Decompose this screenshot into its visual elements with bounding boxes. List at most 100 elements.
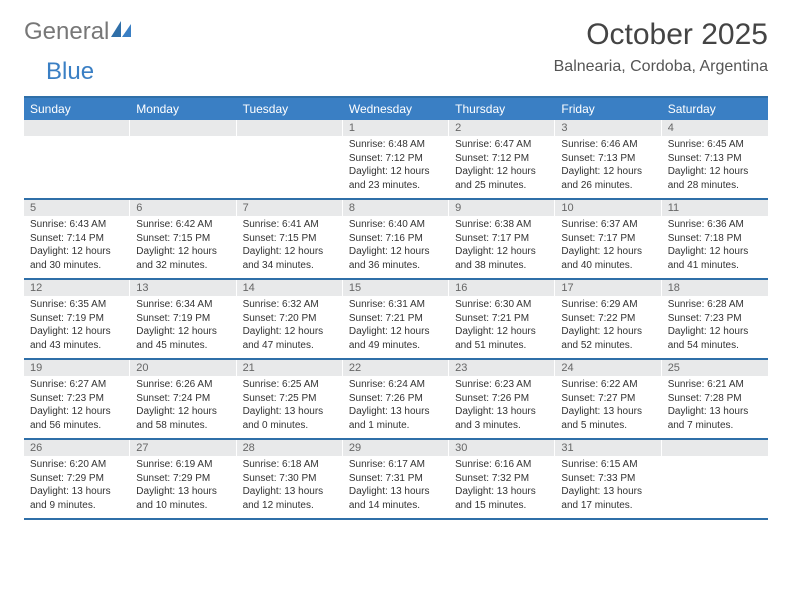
- day-cell: 5Sunrise: 6:43 AMSunset: 7:14 PMDaylight…: [24, 200, 130, 278]
- day-number: 28: [237, 440, 343, 456]
- sunset-text: Sunset: 7:13 PM: [561, 152, 655, 166]
- sunrise-text: Sunrise: 6:15 AM: [561, 458, 655, 472]
- sunrise-text: Sunrise: 6:42 AM: [136, 218, 230, 232]
- sunrise-text: Sunrise: 6:16 AM: [455, 458, 549, 472]
- day-number: 13: [130, 280, 236, 296]
- daylight-text: Daylight: 12 hours and 41 minutes.: [668, 245, 762, 272]
- day-body: Sunrise: 6:22 AMSunset: 7:27 PMDaylight:…: [555, 376, 661, 436]
- sunset-text: Sunset: 7:22 PM: [561, 312, 655, 326]
- day-number: 5: [24, 200, 130, 216]
- day-body: Sunrise: 6:30 AMSunset: 7:21 PMDaylight:…: [449, 296, 555, 356]
- day-number: 8: [343, 200, 449, 216]
- day-cell: [130, 120, 236, 198]
- daylight-text: Daylight: 12 hours and 26 minutes.: [561, 165, 655, 192]
- sunset-text: Sunset: 7:16 PM: [349, 232, 443, 246]
- day-number: 27: [130, 440, 236, 456]
- sunset-text: Sunset: 7:19 PM: [136, 312, 230, 326]
- day-cell: 11Sunrise: 6:36 AMSunset: 7:18 PMDayligh…: [662, 200, 768, 278]
- day-cell: 21Sunrise: 6:25 AMSunset: 7:25 PMDayligh…: [237, 360, 343, 438]
- sunrise-text: Sunrise: 6:19 AM: [136, 458, 230, 472]
- day-header: Thursday: [449, 98, 555, 120]
- day-cell: 17Sunrise: 6:29 AMSunset: 7:22 PMDayligh…: [555, 280, 661, 358]
- sunset-text: Sunset: 7:19 PM: [30, 312, 124, 326]
- day-body: Sunrise: 6:27 AMSunset: 7:23 PMDaylight:…: [24, 376, 130, 436]
- day-number: 11: [662, 200, 768, 216]
- day-body: Sunrise: 6:35 AMSunset: 7:19 PMDaylight:…: [24, 296, 130, 356]
- sunrise-text: Sunrise: 6:43 AM: [30, 218, 124, 232]
- day-cell: 4Sunrise: 6:45 AMSunset: 7:13 PMDaylight…: [662, 120, 768, 198]
- day-number: 25: [662, 360, 768, 376]
- day-number: 20: [130, 360, 236, 376]
- week-row: 5 Sunrise: 6:43 AMSunset: 7:14 PM Daylight…: [24, 200, 768, 280]
- day-cell: 1Sunrise: 6:48 AMSunset: 7:12 PMDaylight…: [343, 120, 449, 198]
- day-body: Sunrise: 6:18 AMSunset: 7:30 PMDaylight:…: [237, 456, 343, 516]
- day-body: Sunrise: 6:48 AMSunset: 7:12 PMDaylight:…: [343, 136, 449, 196]
- sunset-text: Sunset: 7:26 PM: [455, 392, 549, 406]
- sunrise-text: Sunrise: 6:24 AM: [349, 378, 443, 392]
- day-number: 2: [449, 120, 555, 136]
- sunset-text: Sunset: 7:24 PM: [136, 392, 230, 406]
- day-number: 14: [237, 280, 343, 296]
- daylight-text: Daylight: 12 hours and 28 minutes.: [668, 165, 762, 192]
- day-cell: 25Sunrise: 6:21 AMSunset: 7:28 PMDayligh…: [662, 360, 768, 438]
- day-body: Sunrise: 6:25 AMSunset: 7:25 PMDaylight:…: [237, 376, 343, 436]
- day-number: 26: [24, 440, 130, 456]
- daylight-text: Daylight: 13 hours and 0 minutes.: [243, 405, 337, 432]
- sunset-text: Sunset: 7:17 PM: [561, 232, 655, 246]
- day-body: Sunrise: 6:21 AMSunset: 7:28 PMDaylight:…: [662, 376, 768, 436]
- day-body: Sunrise: 6:46 AMSunset: 7:13 PMDaylight:…: [555, 136, 661, 196]
- day-number: 16: [449, 280, 555, 296]
- day-body: Sunrise: 6:32 AMSunset: 7:20 PMDaylight:…: [237, 296, 343, 356]
- sunrise-text: Sunrise: 6:28 AM: [668, 298, 762, 312]
- day-body: [662, 456, 768, 462]
- day-body: Sunrise: 6:40 AMSunset: 7:16 PMDaylight:…: [343, 216, 449, 276]
- day-body: Sunrise: 6:19 AMSunset: 7:29 PMDaylight:…: [130, 456, 236, 516]
- day-cell: 10Sunrise: 6:37 AMSunset: 7:17 PMDayligh…: [555, 200, 661, 278]
- sunset-text: Sunset: 7:28 PM: [668, 392, 762, 406]
- day-body: Sunrise: 6:24 AMSunset: 7:26 PMDaylight:…: [343, 376, 449, 436]
- week-row: 1Sunrise: 6:48 AMSunset: 7:12 PMDaylight…: [24, 120, 768, 200]
- sunrise-text: Sunrise: 6:21 AM: [668, 378, 762, 392]
- sunset-text: Sunset: 7:15 PM: [243, 232, 337, 246]
- day-body: Sunrise: 6:16 AMSunset: 7:32 PMDaylight:…: [449, 456, 555, 516]
- logo-text-general: General: [24, 18, 109, 46]
- daylight-text: Daylight: 13 hours and 5 minutes.: [561, 405, 655, 432]
- day-body: Sunrise: 6:26 AMSunset: 7:24 PMDaylight:…: [130, 376, 236, 436]
- day-body: Sunrise: 6:20 AMSunset: 7:29 PMDaylight:…: [24, 456, 130, 516]
- sunset-text: Sunset: 7:23 PM: [668, 312, 762, 326]
- sunset-text: Sunset: 7:18 PM: [668, 232, 762, 246]
- sunrise-text: Sunrise: 6:46 AM: [561, 138, 655, 152]
- day-header: Tuesday: [237, 98, 343, 120]
- daylight-text: Daylight: 13 hours and 17 minutes.: [561, 485, 655, 512]
- sunset-text: Sunset: 7:31 PM: [349, 472, 443, 486]
- day-number: 10: [555, 200, 661, 216]
- sunrise-text: Sunrise: 6:41 AM: [243, 218, 337, 232]
- logo-text-blue: Blue: [46, 58, 94, 85]
- daylight-text: Daylight: 12 hours and 54 minutes.: [668, 325, 762, 352]
- daylight-text: Daylight: 12 hours and 43 minutes.: [30, 325, 124, 352]
- day-body: [130, 136, 236, 142]
- sunset-text: Sunset: 7:30 PM: [243, 472, 337, 486]
- daylight-text: Daylight: 13 hours and 14 minutes.: [349, 485, 443, 512]
- daylight-text: Daylight: 12 hours and 47 minutes.: [243, 325, 337, 352]
- day-number: 1: [343, 120, 449, 136]
- day-cell: 9Sunrise: 6:38 AMSunset: 7:17 PMDaylight…: [449, 200, 555, 278]
- daylight-text: Daylight: 13 hours and 1 minute.: [349, 405, 443, 432]
- sunrise-text: Sunrise: 6:25 AM: [243, 378, 337, 392]
- day-body: Sunrise: 6:38 AMSunset: 7:17 PMDaylight:…: [449, 216, 555, 276]
- day-cell: 26Sunrise: 6:20 AMSunset: 7:29 PMDayligh…: [24, 440, 130, 518]
- day-number: [24, 120, 130, 136]
- sunset-text: Sunset: 7:14 PM: [30, 232, 124, 246]
- day-cell: 16Sunrise: 6:30 AMSunset: 7:21 PMDayligh…: [449, 280, 555, 358]
- daylight-text: Daylight: 12 hours and 45 minutes.: [136, 325, 230, 352]
- day-cell: 28Sunrise: 6:18 AMSunset: 7:30 PMDayligh…: [237, 440, 343, 518]
- day-number: 17: [555, 280, 661, 296]
- sunrise-text: Sunrise: 6:27 AM: [30, 378, 124, 392]
- day-number: 18: [662, 280, 768, 296]
- day-header: Monday: [130, 98, 236, 120]
- day-number: 31: [555, 440, 661, 456]
- day-number: 22: [343, 360, 449, 376]
- day-number: 29: [343, 440, 449, 456]
- day-cell: 15Sunrise: 6:31 AMSunset: 7:21 PMDayligh…: [343, 280, 449, 358]
- day-body: [24, 136, 130, 142]
